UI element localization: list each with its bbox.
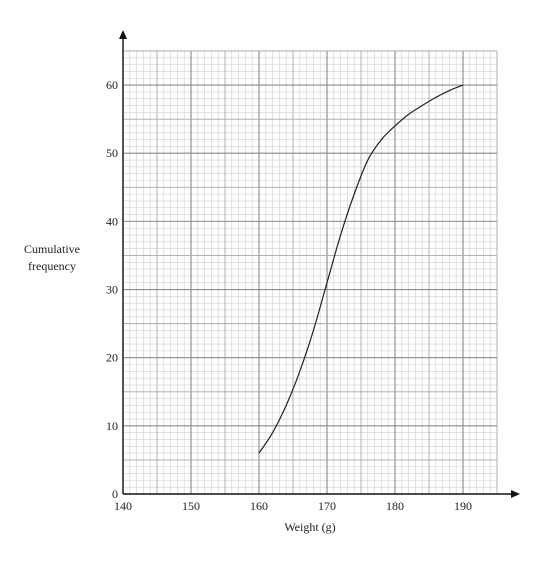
x-tick-label: 190	[454, 499, 472, 513]
x-tick-label: 140	[114, 499, 132, 513]
y-axis-arrow-icon	[119, 30, 127, 39]
x-tick-label: 180	[386, 499, 404, 513]
cumulative-frequency-curve	[258, 84, 464, 454]
y-tick-label: 0	[112, 487, 118, 501]
y-axis-label-line-2: frequency	[28, 259, 76, 273]
y-tick-label: 60	[106, 78, 118, 92]
x-tick-label: 170	[318, 499, 336, 513]
y-tick-labels: 0 10 20 30 40 50 60	[106, 78, 118, 501]
y-tick-label: 10	[106, 419, 118, 433]
y-tick-label: 40	[106, 214, 118, 228]
major-grid	[122, 50, 498, 495]
x-axis-label: Weight (g)	[284, 520, 335, 534]
axes	[119, 30, 520, 498]
x-tick-label: 160	[250, 499, 268, 513]
y-tick-label: 30	[106, 283, 118, 297]
y-axis-label-line-1: Cumulative	[24, 242, 80, 256]
y-tick-label: 20	[106, 351, 118, 365]
x-axis-arrow-icon	[511, 490, 520, 498]
y-tick-label: 50	[106, 146, 118, 160]
minor-grid	[123, 51, 497, 494]
x-tick-labels: 140 150 160 170 180 190	[114, 499, 472, 513]
x-tick-label: 150	[182, 499, 200, 513]
